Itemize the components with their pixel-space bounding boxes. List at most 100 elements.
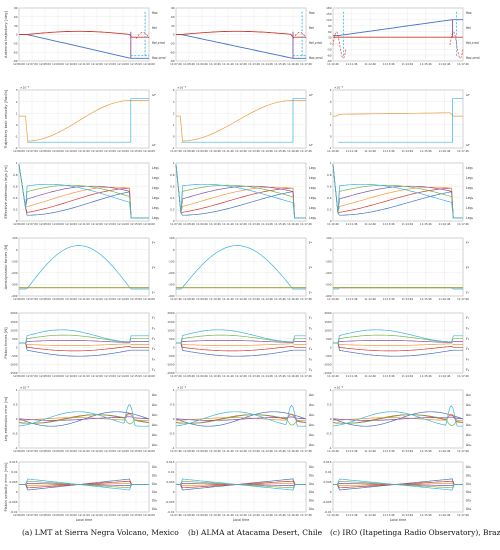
y-tick-label: -400 (11, 294, 18, 298)
plot-frame (332, 237, 464, 297)
x-tick-label: 12:06:09 (13, 149, 25, 153)
legend-entry: Δx₂ (152, 403, 158, 407)
legend-entry: Δx₄ (152, 423, 158, 427)
x-tick-label: 12:08:09 (39, 222, 51, 226)
x-tick-label: 12:10:09 (65, 374, 77, 378)
y-tick-label: 1500 (10, 320, 17, 324)
y-tick-label: 0.8 (13, 173, 18, 177)
x-tick-label: 12:08:09 (39, 62, 51, 66)
y-tick-label: -1 (15, 135, 18, 139)
legend-entry: θel (466, 26, 471, 30)
y-tick-label: -60 (13, 50, 18, 54)
legend-entry: F₂ (309, 326, 313, 330)
y-tick-label: 30 (328, 36, 332, 40)
series-line (332, 164, 463, 219)
x-tick-label: 11:13:46 (383, 297, 395, 301)
x-tick-label: 12:09:09 (52, 449, 64, 453)
y-tick-label: 100 (169, 236, 175, 240)
x-tick-label: 12:09:09 (52, 222, 64, 226)
y-tick-label: 500 (12, 337, 18, 341)
x-tick-label: 12:14:09 (117, 149, 129, 153)
x-tick-label: 12:07:09 (26, 513, 38, 517)
x-tick-label: 12:08:09 (39, 149, 51, 153)
y-tick-label: -0.01 (10, 510, 17, 514)
legend-entry: θel,cmd (152, 41, 165, 45)
y-tick-label: -1 (15, 446, 18, 450)
y-tick-label: 0 (173, 417, 175, 421)
y-tick-label: 1 (330, 123, 332, 127)
series-line (26, 98, 149, 143)
series-line (18, 164, 149, 219)
legend-entry: Δx₅ (152, 433, 158, 437)
x-tick-label: 11:16:46 (287, 149, 299, 153)
y-tick-label: 0 (173, 490, 175, 494)
legend-entry: δẋ₅ (309, 499, 315, 503)
y-axis-label: Antenna trajectory [deg] (3, 10, 8, 57)
x-tick-label: 11:17:46 (300, 222, 312, 226)
x-tick-label: 12:16:09 (143, 513, 155, 517)
legend-entry: F₆ (466, 368, 470, 372)
legend-entry: Leg₅ (309, 206, 317, 210)
legend-entry: Leg₄ (152, 196, 160, 200)
y-tick-label: 2000 (10, 311, 17, 315)
y-tick-label: -1000 (323, 363, 331, 367)
x-tick-label: 11:15:46 (274, 513, 286, 517)
y-tick-label: -1 (172, 446, 175, 450)
x-tick-label: 11:07:46 (170, 149, 182, 153)
y-tick-label: -90 (170, 59, 175, 63)
x-tick-label: 11:16:46 (287, 449, 299, 453)
y-tick-label: 3 (16, 88, 18, 92)
legend-entry: F₃ (466, 337, 470, 341)
series-line (332, 414, 464, 426)
axis-multiplier: ×10⁻⁴ (334, 386, 344, 390)
x-tick-label: 12:15:09 (130, 513, 142, 517)
x-tick-label: 12:09:09 (52, 374, 64, 378)
x-tick-label: 11:07:46 (170, 222, 182, 226)
y-tick-label: 1000 (167, 328, 174, 332)
x-tick-label: 11:12:46 (235, 513, 247, 517)
y-tick-label: 0.2 (327, 208, 332, 212)
y-tick-label: -1500 (9, 371, 17, 375)
series-line (175, 164, 306, 219)
series-line (18, 404, 150, 427)
series-line (176, 413, 307, 421)
y-tick-label: 0.015 (166, 460, 174, 464)
legend-entry: Leg₄ (309, 196, 317, 200)
x-tick-label: 11:10:46 (327, 449, 339, 453)
x-tick-label: 12:14:09 (117, 222, 129, 226)
x-tick-label: 11:17:46 (300, 297, 312, 301)
legend-entry: Leg₂ (152, 176, 160, 180)
x-tick-label: 11:16:46 (439, 62, 451, 66)
y-tick-label: -200 (168, 271, 175, 275)
legend-entry: Δx₂ (309, 403, 315, 407)
legend-entry: Leg₅ (152, 206, 160, 210)
series-line (175, 164, 306, 219)
y-tick-label: 3 (330, 100, 332, 104)
series-line (18, 164, 149, 219)
x-tick-label: 12:12:09 (91, 222, 103, 226)
legend-entry: Δx₁ (152, 393, 158, 397)
x-tick-label: 11:11:46 (346, 374, 358, 378)
y-tick-label: -30 (327, 47, 332, 51)
x-tick-label: 12:10:09 (65, 297, 77, 301)
x-tick-label: 11:12:46 (364, 374, 376, 378)
y-tick-label: 0 (16, 417, 18, 421)
x-tick-label: 11:08:46 (183, 374, 195, 378)
x-tick-label: 11:07:46 (170, 62, 182, 66)
x-tick-label: 11:14:46 (401, 449, 413, 453)
x-tick-label: 11:16:46 (287, 62, 299, 66)
axis-multiplier: ×10⁻⁴ (177, 386, 187, 390)
y-axis-label: Leg extension error [m] (3, 396, 8, 441)
legend-entry: Δx₄ (309, 423, 315, 427)
x-tick-label: 11:11:46 (222, 449, 234, 453)
x-tick-label: 11:17:46 (457, 62, 469, 66)
x-tick-label: 11:12:46 (235, 62, 247, 66)
legend-entry: Fᶜ (309, 291, 312, 295)
legend-entry: δẋ₁ (466, 465, 472, 469)
y-tick-label: -0.01 (324, 510, 331, 514)
x-tick-label: 11:13:46 (248, 297, 260, 301)
x-tick-label: 11:10:46 (209, 297, 221, 301)
series-line (333, 112, 463, 117)
x-tick-label: 12:16:09 (143, 149, 155, 153)
